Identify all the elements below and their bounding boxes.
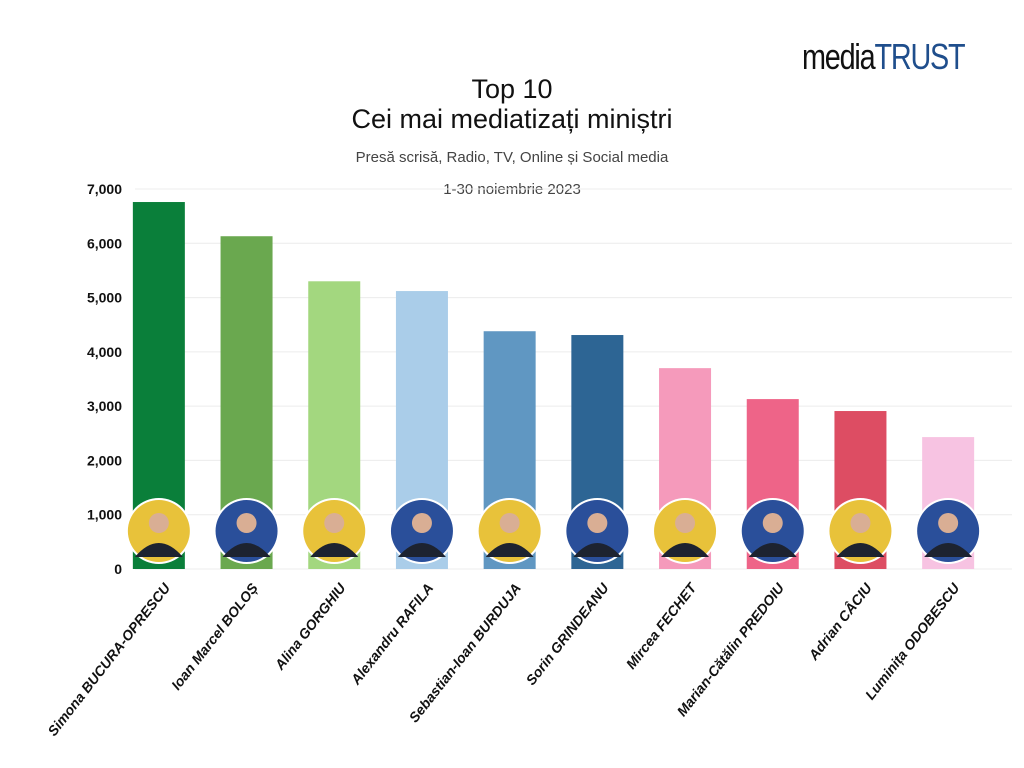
- avatar-head: [587, 513, 608, 533]
- avatar-body: [661, 543, 710, 557]
- y-tick-label: 4,000: [87, 344, 122, 360]
- y-tick-label: 7,000: [87, 181, 122, 197]
- avatar-body: [573, 543, 622, 557]
- x-tick-label: Simona BUCURA-OPRESCU: [44, 579, 174, 738]
- chart-title: Top 10: [471, 74, 553, 104]
- avatar-head: [675, 513, 696, 533]
- avatar-body: [836, 543, 885, 557]
- avatar-head: [324, 513, 345, 533]
- chart-subtitle: Cei mai mediatizați miniștri: [351, 104, 673, 134]
- avatar-head: [762, 513, 783, 533]
- x-tick-label: Adrian CÂCIU: [804, 579, 876, 664]
- x-tick-label: Alina GORGHIU: [271, 579, 349, 673]
- y-tick-label: 1,000: [87, 507, 122, 523]
- y-tick-label: 2,000: [87, 452, 122, 468]
- avatar-head: [850, 513, 871, 533]
- avatar-head: [236, 513, 257, 533]
- y-tick-label: 5,000: [87, 290, 122, 306]
- avatar-body: [310, 543, 359, 557]
- avatar-body: [748, 543, 797, 557]
- avatar-head: [938, 513, 959, 533]
- x-tick-label: Sorin GRINDEANU: [522, 579, 612, 688]
- x-tick-label: Ioan Marcel BOLOȘ: [168, 579, 261, 692]
- y-tick-label: 0: [114, 561, 122, 577]
- logo-part2: TRUST: [874, 36, 965, 77]
- chart-caption: Presă scrisă, Radio, TV, Online și Socia…: [355, 149, 669, 166]
- logo-part1: media: [802, 36, 876, 77]
- avatar-head: [148, 513, 169, 533]
- avatar-head: [499, 513, 520, 533]
- avatar-body: [222, 543, 271, 557]
- x-tick-label: Luminița ODOBESCU: [862, 579, 963, 702]
- avatar-body: [924, 543, 973, 557]
- y-tick-label: 6,000: [87, 235, 122, 251]
- x-tick-label: Alexandru RAFILA: [347, 580, 436, 688]
- avatar-body: [397, 543, 446, 557]
- avatar-body: [134, 543, 183, 557]
- x-tick-label: Mircea FECHET: [623, 579, 701, 672]
- y-tick-label: 3,000: [87, 398, 122, 414]
- avatar-head: [411, 513, 432, 533]
- mediatrust-logo: mediaTRUST: [802, 36, 966, 78]
- avatar-body: [485, 543, 534, 557]
